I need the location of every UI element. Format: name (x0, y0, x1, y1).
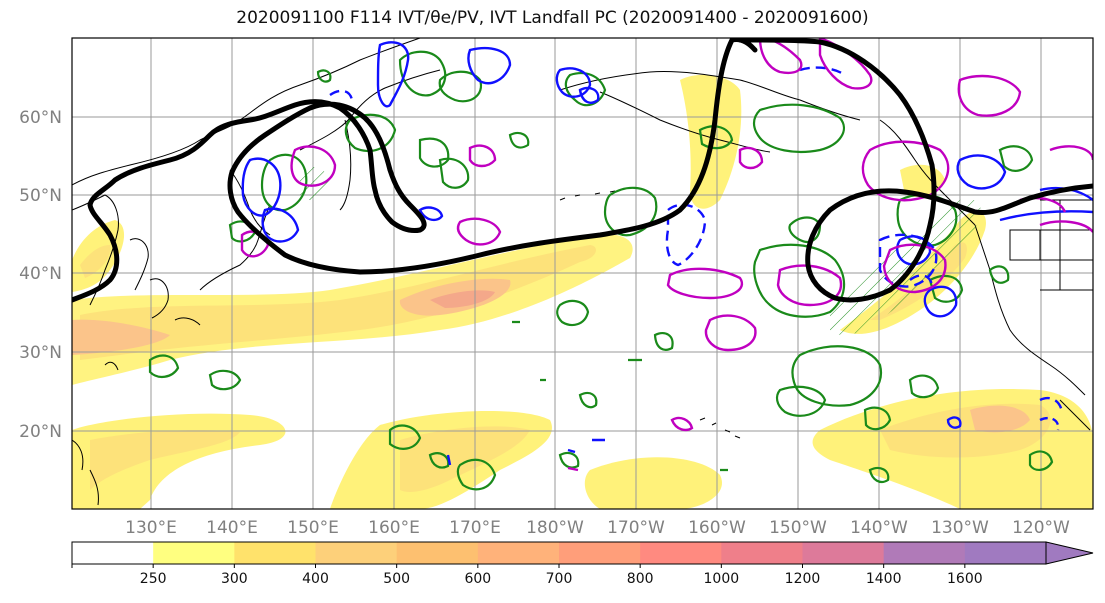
lon-label-130e: 130°E (125, 518, 177, 538)
colorbar-segments (72, 542, 1047, 564)
lon-label-140w: 140°W (850, 518, 908, 538)
colorbar-tick-label: 1000 (704, 571, 740, 587)
colorbar-segment (964, 542, 1047, 564)
colorbar-tick-label: 300 (221, 571, 248, 587)
colorbar-segment (315, 542, 398, 564)
lon-label-150w: 150°W (769, 518, 827, 538)
lon-label-120w: 120°W (1012, 518, 1070, 538)
colorbar-segment (721, 542, 803, 564)
colorbar-segment (477, 542, 560, 564)
colorbar-extend-arrow (1045, 541, 1094, 565)
colorbar-segment (802, 542, 885, 564)
lon-label-180w: 180°W (526, 518, 584, 538)
colorbar-ticks: 250 300 400 500 600 700 800 1000 1200 1400 1600 (71, 564, 983, 587)
colorbar-tick-label: 1200 (785, 571, 821, 587)
hatched-region (300, 166, 330, 201)
map-title: 2020091100 F114 IVT/θe/PV, IVT Landfall … (236, 8, 869, 28)
colorbar-tick-label: 700 (546, 571, 573, 587)
lon-label-140e: 140°E (206, 518, 258, 538)
hatched-region (830, 198, 982, 336)
colorbar-tick-label: 1400 (866, 571, 902, 587)
lat-label-20: 20°N (19, 422, 62, 442)
lon-labels: 130°E 140°E 150°E 160°E 170°E 180°W 170°… (125, 518, 1070, 538)
colorbar-tick-label: 600 (464, 571, 491, 587)
lat-label-40: 40°N (19, 264, 62, 284)
colorbar-segment (640, 542, 722, 564)
colorbar-segment (234, 542, 316, 564)
colorbar-tick-label: 250 (140, 571, 167, 587)
colorbar-segment (72, 542, 154, 564)
colorbar-segment (559, 542, 641, 564)
colorbar-segment (396, 542, 479, 564)
colorbar-tick-label: 500 (383, 571, 410, 587)
colorbar: 250 300 400 500 600 700 800 1000 1200 1400 1600 (71, 541, 1094, 587)
lon-label-170w: 170°W (607, 518, 665, 538)
colorbar-tick-label: 800 (627, 571, 654, 587)
lat-labels: 60°N 50°N 40°N 30°N 20°N (19, 108, 62, 442)
lon-label-170e: 170°E (449, 518, 501, 538)
lon-label-160e: 160°E (368, 518, 420, 538)
lon-label-160w: 160°W (688, 518, 746, 538)
colorbar-segment (153, 542, 235, 564)
lat-label-30: 30°N (19, 343, 62, 363)
lon-label-150e: 150°E (287, 518, 339, 538)
map-frame (71, 37, 1094, 510)
lat-label-50: 50°N (19, 186, 62, 206)
colorbar-tick-label: 1600 (947, 571, 983, 587)
lat-label-60: 60°N (19, 108, 62, 128)
colorbar-tick-label: 400 (302, 571, 329, 587)
lon-label-130w: 130°W (931, 518, 989, 538)
colorbar-segment (883, 542, 966, 564)
black-contours (72, 38, 1093, 303)
